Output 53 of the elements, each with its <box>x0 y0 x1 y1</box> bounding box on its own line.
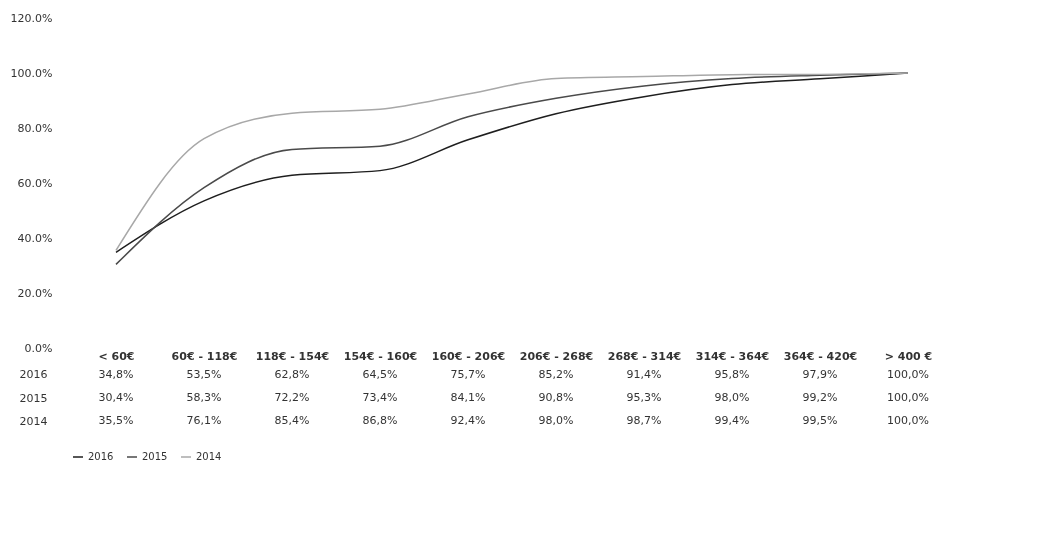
data-label: 58,3% <box>186 391 222 404</box>
y-tick-label: 40.0% <box>17 231 53 245</box>
data-label: 100,0% <box>887 367 929 381</box>
data-label: 73,4% <box>362 391 398 404</box>
data-label: 92,4% <box>450 414 486 428</box>
data-label: 90,8% <box>538 391 574 404</box>
legend-label: 2015 <box>142 451 168 462</box>
y-tick-label: 100.0% <box>10 66 53 80</box>
y-tick-label: 80.0% <box>17 121 53 135</box>
text: 2016 <box>19 368 48 382</box>
data-label: 99,5% <box>802 414 838 428</box>
data-label: 97,9% <box>802 367 838 381</box>
x-tick-label: 364€ - 420€ <box>783 349 858 363</box>
x-tick-label: 160€ - 206€ <box>431 349 506 363</box>
x-tick-label: 314€ - 364€ <box>695 349 770 363</box>
x-tick-label: 154€ - 160€ <box>343 349 418 363</box>
x-tick-label: 60€ - 118€ <box>171 349 238 363</box>
data-label: 100,0% <box>887 391 929 404</box>
legend-label: 2014 <box>196 451 222 462</box>
data-label: 99,2% <box>802 391 838 404</box>
text: 2015 <box>19 391 48 405</box>
y-tick-label: 60.0% <box>17 176 53 190</box>
data-label: 95,3% <box>626 391 662 404</box>
data-label: 98,0% <box>714 391 750 404</box>
x-tick-label: < 60€ <box>98 349 135 363</box>
data-label: 99,4% <box>714 414 750 428</box>
text: 2014 <box>19 414 48 428</box>
legend-label: 2016 <box>88 451 114 462</box>
data-label: 34,8% <box>98 367 134 381</box>
data-label: 98,0% <box>538 414 574 428</box>
data-label: 64,5% <box>362 367 398 381</box>
data-label: 91,4% <box>626 367 662 381</box>
y-tick-label: 20.0% <box>17 286 53 300</box>
data-label: 85,4% <box>274 414 310 428</box>
x-tick-label: 268€ - 314€ <box>607 349 682 363</box>
data-label: 53,5% <box>186 367 222 381</box>
x-tick-label: > 400 € <box>884 349 933 363</box>
data-label: 72,2% <box>274 391 310 404</box>
data-label: 85,2% <box>538 367 574 381</box>
data-label: 62,8% <box>274 367 310 381</box>
data-label: 75,7% <box>450 367 486 381</box>
data-label: 100,0% <box>887 414 929 428</box>
x-tick-label: 206€ - 268€ <box>519 349 594 363</box>
data-label: 95,8% <box>714 367 750 381</box>
data-label: 30,4% <box>98 391 134 404</box>
data-label: 76,1% <box>186 414 222 428</box>
data-label: 84,1% <box>450 391 486 404</box>
data-label: 98,7% <box>626 414 662 428</box>
data-label: 35,5% <box>98 414 134 428</box>
y-tick-label: 120.0% <box>10 11 53 25</box>
y-tick-label: 0.0% <box>24 341 53 355</box>
x-tick-label: 118€ - 154€ <box>255 349 330 363</box>
data-label: 86,8% <box>362 414 398 428</box>
